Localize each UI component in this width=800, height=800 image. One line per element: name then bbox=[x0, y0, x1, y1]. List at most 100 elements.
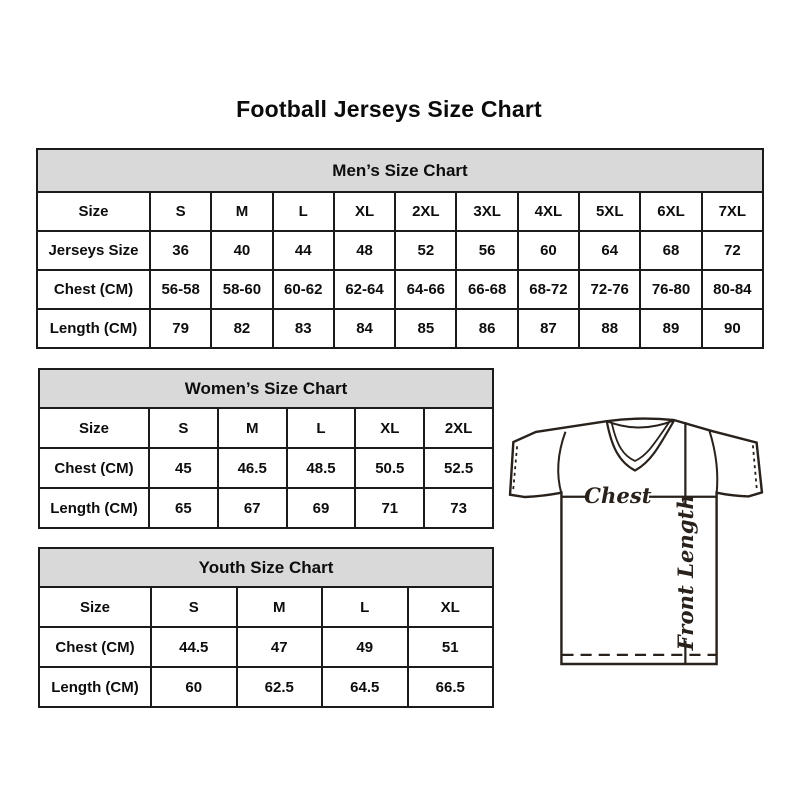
youth-size-table: Youth Size Chart Size S M L XL Chest (CM) 44.5… bbox=[38, 547, 494, 708]
size-value-cell: 5XL bbox=[578, 191, 642, 232]
size-value-cell: S bbox=[148, 191, 213, 232]
row-label: Length (CM) bbox=[38, 487, 150, 529]
left-armhole-seam bbox=[557, 431, 567, 494]
size-value-cell: 46.5 bbox=[216, 447, 288, 489]
size-value-cell: 66.5 bbox=[406, 666, 494, 708]
size-value-cell: 83 bbox=[271, 308, 335, 349]
row-label: Jerseys Size bbox=[36, 230, 151, 271]
size-value-cell: 2XL bbox=[394, 191, 458, 232]
table-row: Size S M L XL 2XL 3XL 4XL 5XL 6XL 7XL bbox=[36, 191, 765, 232]
size-value-cell: 85 bbox=[394, 308, 458, 349]
size-value-cell: 64 bbox=[578, 230, 642, 271]
size-value-cell: 73 bbox=[423, 487, 494, 529]
size-value-cell: 67 bbox=[216, 487, 288, 529]
size-value-cell: 56 bbox=[455, 230, 519, 271]
size-value-cell: 40 bbox=[210, 230, 274, 271]
row-label: Chest (CM) bbox=[38, 626, 152, 668]
size-value-cell: 90 bbox=[700, 308, 765, 349]
size-value-cell: 64-66 bbox=[394, 269, 458, 310]
size-value-cell: 62-64 bbox=[332, 269, 397, 310]
size-value-cell: 66-68 bbox=[455, 269, 519, 310]
collar-back-seam bbox=[606, 419, 675, 429]
size-value-cell: 44 bbox=[271, 230, 335, 271]
size-value-cell: 51 bbox=[406, 626, 494, 668]
size-value-cell: 88 bbox=[578, 308, 642, 349]
size-value-cell: L bbox=[285, 407, 357, 449]
youth-table-body: Size S M L XL Chest (CM) 44.5 47 49 51 Length (CM)… bbox=[38, 586, 494, 708]
size-value-cell: M bbox=[216, 407, 288, 449]
size-value-cell: 60 bbox=[516, 230, 581, 271]
size-value-cell: 36 bbox=[148, 230, 213, 271]
jersey-front-icon: Chest Front Length bbox=[508, 417, 764, 666]
right-armhole-seam bbox=[708, 430, 719, 494]
size-value-cell: 48.5 bbox=[285, 447, 357, 489]
size-value-cell: 60 bbox=[150, 666, 238, 708]
size-value-cell: 86 bbox=[455, 308, 519, 349]
size-value-cell: M bbox=[210, 191, 274, 232]
size-value-cell: 50.5 bbox=[354, 447, 426, 489]
left-cuff-stitch bbox=[512, 446, 518, 492]
front-length-label: Front Length bbox=[673, 494, 698, 651]
table-row: Length (CM) 60 62.5 64.5 66.5 bbox=[38, 666, 494, 708]
vneck-outer-seam bbox=[605, 419, 676, 472]
size-value-cell: 52 bbox=[394, 230, 458, 271]
size-value-cell: 2XL bbox=[423, 407, 494, 449]
size-value-cell: 47 bbox=[235, 626, 323, 668]
size-value-cell: 71 bbox=[354, 487, 426, 529]
table-row: Chest (CM) 45 46.5 48.5 50.5 52.5 bbox=[38, 447, 494, 489]
row-label: Length (CM) bbox=[38, 666, 152, 708]
row-label: Chest (CM) bbox=[38, 447, 150, 489]
womens-table-body: Size S M L XL 2XL Chest (CM) 45 46.5 48.5 50.5 52.5… bbox=[38, 407, 494, 529]
table-row: Jerseys Size 36 40 44 48 52 56 60 64 68 72 bbox=[36, 230, 765, 271]
table-row: Chest (CM) 56-58 58-60 60-62 62-64 64-66 66-68… bbox=[36, 269, 765, 310]
row-label: Size bbox=[38, 586, 152, 628]
size-value-cell: L bbox=[271, 191, 335, 232]
size-value-cell: XL bbox=[406, 586, 494, 628]
chest-label: Chest bbox=[584, 483, 652, 508]
size-value-cell: 7XL bbox=[700, 191, 765, 232]
vneck-inner-seam bbox=[610, 421, 670, 462]
size-value-cell: 49 bbox=[321, 626, 409, 668]
size-value-cell: 69 bbox=[285, 487, 357, 529]
table-row: Length (CM) 79 82 83 84 85 86 87 88 89 90 bbox=[36, 308, 765, 349]
size-value-cell: 80-84 bbox=[700, 269, 765, 310]
size-value-cell: 48 bbox=[332, 230, 397, 271]
size-value-cell: 60-62 bbox=[271, 269, 335, 310]
size-value-cell: 79 bbox=[148, 308, 213, 349]
size-value-cell: 56-58 bbox=[148, 269, 213, 310]
size-value-cell: 87 bbox=[516, 308, 581, 349]
mens-table-body: Size S M L XL 2XL 3XL 4XL 5XL 6XL 7XL Jerseys Size 3… bbox=[36, 191, 765, 349]
size-value-cell: L bbox=[321, 586, 409, 628]
row-label: Length (CM) bbox=[36, 308, 151, 349]
size-value-cell: 6XL bbox=[639, 191, 703, 232]
right-cuff-stitch bbox=[751, 445, 758, 491]
jersey-outline bbox=[508, 417, 764, 666]
size-value-cell: 4XL bbox=[516, 191, 581, 232]
size-value-cell: 76-80 bbox=[639, 269, 703, 310]
row-label: Size bbox=[36, 191, 151, 232]
size-value-cell: XL bbox=[354, 407, 426, 449]
size-value-cell: 64.5 bbox=[321, 666, 409, 708]
size-value-cell: 82 bbox=[210, 308, 274, 349]
womens-size-table: Women’s Size Chart Size S M L XL 2XL Chest (CM… bbox=[38, 368, 494, 529]
mens-size-table: Men’s Size Chart Size S M L XL 2XL 3XL 4XL 5XL 6X… bbox=[36, 148, 765, 349]
size-value-cell: 52.5 bbox=[423, 447, 494, 489]
size-value-cell: S bbox=[150, 586, 238, 628]
womens-table-title: Women’s Size Chart bbox=[38, 368, 494, 409]
size-value-cell: 68-72 bbox=[516, 269, 581, 310]
row-label: Chest (CM) bbox=[36, 269, 151, 310]
youth-table-title: Youth Size Chart bbox=[38, 547, 494, 588]
size-value-cell: 58-60 bbox=[210, 269, 274, 310]
table-row: Chest (CM) 44.5 47 49 51 bbox=[38, 626, 494, 668]
size-value-cell: 45 bbox=[148, 447, 219, 489]
size-value-cell: 62.5 bbox=[235, 666, 323, 708]
size-value-cell: M bbox=[235, 586, 323, 628]
row-label: Size bbox=[38, 407, 150, 449]
size-value-cell: 89 bbox=[639, 308, 703, 349]
table-row: Length (CM) 65 67 69 71 73 bbox=[38, 487, 494, 529]
size-value-cell: S bbox=[148, 407, 219, 449]
size-value-cell: 68 bbox=[639, 230, 703, 271]
table-row: Size S M L XL bbox=[38, 586, 494, 628]
table-row: Size S M L XL 2XL bbox=[38, 407, 494, 449]
size-value-cell: 65 bbox=[148, 487, 219, 529]
